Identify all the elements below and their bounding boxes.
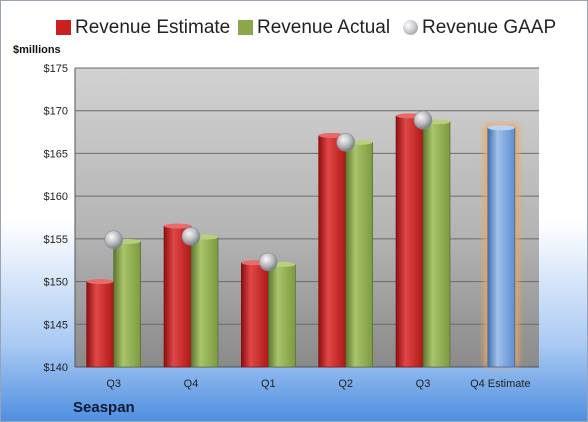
- y-tick-label: $160: [44, 191, 68, 203]
- y-tick-label: $150: [44, 277, 68, 289]
- plot-background: [75, 68, 539, 367]
- point-gaap: [259, 252, 278, 272]
- y-tick-label: $165: [44, 148, 68, 160]
- bar-actual: [422, 121, 451, 368]
- legend-swatch-actual: [238, 20, 253, 35]
- company-name: Seaspan: [73, 399, 135, 416]
- bar-estimate-future: [487, 127, 516, 368]
- point-gaap: [181, 226, 201, 246]
- legend-swatch-gaap: [403, 20, 418, 35]
- x-tick-label: Q3: [106, 378, 121, 390]
- legend-label-estimate: Revenue Estimate: [75, 17, 231, 38]
- bar-cap: [487, 125, 515, 131]
- bar-estimate: [241, 262, 269, 368]
- y-tick-label: $175: [44, 63, 68, 75]
- bar-estimate: [86, 281, 114, 368]
- bar-actual: [113, 241, 141, 368]
- bar-actual: [345, 142, 373, 368]
- y-tick-label: $145: [44, 319, 68, 331]
- bar-actual: [268, 264, 296, 368]
- bar-actual: [190, 236, 219, 368]
- bar-estimate: [395, 115, 424, 368]
- legend-label-actual: Revenue Actual: [257, 17, 391, 38]
- legend-label-gaap: Revenue GAAP: [422, 17, 557, 38]
- x-tick-label: Q1: [261, 378, 276, 390]
- y-tick-label: $140: [44, 362, 68, 374]
- bar-estimate: [163, 225, 192, 368]
- point-gaap: [413, 110, 433, 130]
- legend: Revenue Estimate Revenue Actual Revenue …: [1, 15, 587, 43]
- x-tick-label: Q4 Estimate: [470, 378, 531, 390]
- x-tick-label: Q4: [184, 378, 199, 390]
- bar-estimate: [318, 135, 346, 368]
- legend-swatch-estimate: [56, 20, 71, 35]
- y-tick-label: $170: [44, 106, 68, 118]
- x-tick-label: Q3: [416, 378, 431, 390]
- bar-cap: [164, 223, 191, 229]
- x-tick-label: Q2: [338, 378, 353, 390]
- point-gaap: [336, 133, 355, 152]
- y-axis-unit-label: $millions: [13, 44, 61, 56]
- bar-cap: [86, 279, 114, 285]
- point-gaap: [104, 230, 123, 250]
- y-tick-label: $155: [44, 234, 68, 246]
